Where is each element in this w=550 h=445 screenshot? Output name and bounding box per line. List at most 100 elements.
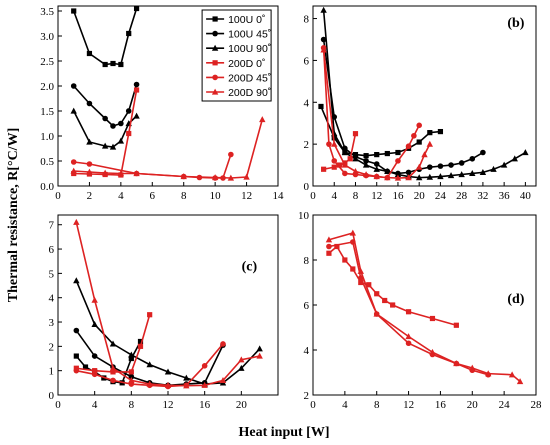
series-6 [320, 46, 434, 181]
panel-label: (c) [242, 259, 258, 274]
data-point [146, 380, 153, 387]
data-point [228, 151, 234, 158]
data-point [522, 149, 529, 156]
y-tick-label: 2 [49, 341, 55, 353]
data-point [427, 164, 433, 170]
data-point [437, 128, 444, 135]
series-1 [326, 243, 459, 328]
data-point [373, 173, 380, 180]
x-tick-label: 16 [392, 190, 404, 202]
data-point [373, 165, 380, 172]
chart-panel-1: 024681012140.00.51.01.52.02.53.03.5(a)10… [40, 5, 284, 202]
data-point [336, 162, 343, 168]
y-tick-label: 1 [49, 366, 55, 378]
data-point [516, 378, 524, 385]
data-point [485, 370, 492, 377]
data-point [500, 161, 508, 168]
series-2 [326, 239, 492, 378]
data-point [352, 131, 359, 137]
data-point [453, 322, 459, 328]
data-point [133, 112, 140, 119]
x-tick-label: 4 [118, 190, 124, 202]
y-tick-label: 2 [304, 390, 310, 402]
y-tick-label: 8 [304, 255, 310, 267]
data-point [384, 174, 391, 181]
data-point [91, 321, 98, 328]
data-point [415, 163, 423, 170]
data-point [347, 156, 353, 162]
x-tick-label: 8 [353, 190, 359, 202]
data-point [86, 168, 93, 175]
data-point [416, 122, 422, 129]
series-line [328, 241, 489, 376]
data-point [373, 310, 380, 317]
y-tick-label: 0.5 [40, 156, 54, 168]
data-point [211, 174, 219, 181]
data-point [331, 164, 337, 170]
data-point [128, 373, 135, 380]
x-tick-label: 40 [520, 190, 532, 202]
legend-box [201, 9, 272, 102]
data-point [71, 8, 77, 14]
series-6 [70, 116, 266, 181]
y-tick-label: 2.0 [40, 81, 54, 93]
x-tick-label: 4 [92, 399, 98, 411]
data-point [395, 158, 401, 164]
data-point [426, 140, 434, 147]
data-point [469, 155, 476, 162]
x-tick-label: 0 [55, 190, 61, 202]
data-point [101, 169, 109, 176]
x-tick-label: 28 [456, 190, 468, 202]
data-point [453, 360, 460, 367]
y-tick-label: 3.0 [40, 31, 54, 43]
data-point [362, 161, 370, 168]
series-3 [73, 277, 263, 387]
data-point [126, 30, 132, 37]
data-point [480, 149, 486, 156]
plot-frame [57, 214, 279, 396]
y-tick-label: 6 [304, 55, 310, 67]
y-tick-label: 2 [304, 139, 310, 151]
series-2 [73, 327, 226, 389]
y-tick-label: 1.0 [40, 131, 54, 143]
data-point [458, 160, 465, 166]
data-point [479, 168, 487, 175]
series-line [328, 231, 521, 383]
data-point [70, 159, 77, 165]
data-point [320, 36, 327, 43]
data-point [109, 364, 117, 371]
series-2 [70, 81, 140, 129]
x-tick-label: 0 [310, 190, 316, 202]
series-line [75, 330, 224, 387]
data-point [125, 108, 132, 114]
data-point [110, 369, 116, 375]
data-point [374, 291, 380, 297]
legend-marker [212, 16, 218, 22]
data-point [458, 171, 465, 178]
data-point [326, 250, 332, 256]
x-tick-label: 10 [210, 190, 222, 202]
data-point [320, 6, 327, 13]
data-point [437, 163, 444, 169]
data-point [394, 171, 402, 178]
data-point [73, 277, 80, 284]
legend-label: 200D 90˚ [228, 87, 271, 99]
legend-label: 100U 90˚ [228, 43, 271, 55]
data-point [92, 368, 98, 374]
x-tick-label: 4 [331, 190, 337, 202]
series-4 [71, 87, 140, 178]
data-point [201, 381, 208, 388]
legend: 100U 0˚ 100U 45˚ 100U 90˚ 200D 0˚ 200D 45˚ 20… [201, 9, 272, 102]
data-point [511, 155, 518, 162]
x-tick-label: 28 [531, 399, 543, 411]
data-point [133, 170, 140, 177]
data-point [384, 150, 390, 157]
series-line [76, 314, 151, 373]
data-point [508, 371, 516, 378]
data-point [133, 5, 140, 12]
data-point [137, 343, 144, 349]
data-point [183, 382, 190, 389]
series-line [322, 49, 431, 179]
y-tick-label: 0.0 [40, 181, 54, 193]
